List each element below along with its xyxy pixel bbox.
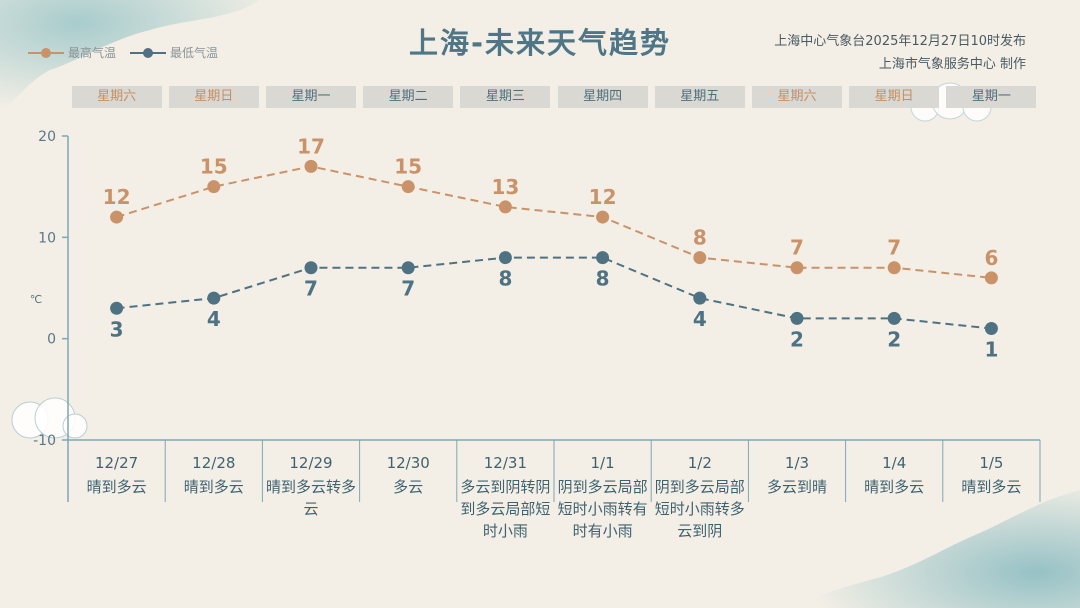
data-label-high: 7 xyxy=(790,236,804,260)
day-column-label: 1/4 晴到多云 xyxy=(848,452,940,498)
data-point-high xyxy=(790,261,804,275)
data-label-low: 2 xyxy=(790,327,804,351)
weekday-label: 星期六 xyxy=(71,86,162,108)
date-label: 1/2 xyxy=(687,454,712,472)
y-tick-label: -10 xyxy=(33,433,56,449)
date-label: 1/5 xyxy=(979,454,1004,472)
day-column-label: 1/1 阴到多云局部短时小雨转有时有小雨 xyxy=(557,452,649,542)
weather-description: 多云到阴转阴到多云局部短时小雨 xyxy=(460,478,551,540)
data-label-low: 7 xyxy=(401,277,415,301)
day-column-label: 1/2 阴到多云局部短时小雨转多云到阴 xyxy=(654,452,746,542)
day-column-label: 12/27 晴到多云 xyxy=(71,452,163,498)
y-tick-label: 0 xyxy=(47,332,56,348)
low-legend-marker xyxy=(130,47,167,58)
series-line-low xyxy=(116,256,992,330)
data-point-high xyxy=(304,159,318,173)
weekday-label: 星期四 xyxy=(557,86,648,108)
date-label: 12/30 xyxy=(386,454,430,472)
day-column-label: 12/30 多云 xyxy=(362,452,454,498)
data-label-low: 4 xyxy=(207,307,221,331)
weekday-label: 星期一 xyxy=(266,86,356,108)
data-point-high xyxy=(596,210,610,224)
data-point-low xyxy=(984,322,998,336)
weekday-label: 星期一 xyxy=(946,86,1037,108)
data-label-low: 7 xyxy=(304,277,318,301)
data-point-low xyxy=(304,261,318,275)
source-info: 上海中心气象台2025年12月27日10时发布 上海市气象服务中心 制作 xyxy=(774,30,1026,76)
data-point-low xyxy=(498,251,512,265)
y-tick-label: 20 xyxy=(38,129,56,145)
legend: 最高气温 最低气温 xyxy=(28,44,232,61)
data-label-high: 13 xyxy=(491,175,519,199)
data-label-low: 8 xyxy=(498,267,512,291)
data-point-low xyxy=(887,311,901,325)
weather-description: 晴到多云 xyxy=(864,478,925,496)
weather-description: 多云到晴 xyxy=(766,478,827,496)
data-label-low: 8 xyxy=(596,267,610,291)
date-label: 12/29 xyxy=(289,454,333,472)
data-label-low: 1 xyxy=(984,338,998,362)
weekday-label: 星期日 xyxy=(168,86,259,108)
data-label-high: 17 xyxy=(297,134,325,158)
data-point-high xyxy=(887,261,901,275)
date-label: 12/27 xyxy=(94,454,139,472)
data-point-low xyxy=(693,291,707,305)
data-point-high xyxy=(110,210,124,224)
weekday-label: 星期三 xyxy=(460,86,551,108)
weekday-label: 星期二 xyxy=(363,86,454,108)
day-column-label: 12/29 晴到多云转多云 xyxy=(265,452,357,520)
weather-description: 晴到多云 xyxy=(183,478,244,496)
data-point-high xyxy=(693,251,707,265)
weekday-label: 星期六 xyxy=(752,86,842,108)
chart-title: 上海-未来天气趋势 xyxy=(408,26,672,60)
day-column-label: 12/31 多云到阴转阴到多云局部短时小雨 xyxy=(459,452,551,542)
data-point-low xyxy=(401,261,415,275)
data-label-high: 15 xyxy=(200,155,228,179)
legend-item-low: 最低气温 xyxy=(130,44,218,61)
date-label: 12/31 xyxy=(483,454,527,472)
date-label: 1/3 xyxy=(784,454,810,472)
data-point-low xyxy=(110,301,124,315)
legend-label-low: 最低气温 xyxy=(170,46,219,60)
date-label: 1/1 xyxy=(590,454,615,472)
issue-notice: 上海中心气象台2025年12月27日10时发布 xyxy=(774,34,1026,49)
weather-description: 晴到多云 xyxy=(961,478,1022,496)
date-label: 12/28 xyxy=(192,454,236,472)
data-label-high: 12 xyxy=(589,185,617,209)
data-label-high: 8 xyxy=(693,226,707,250)
data-point-high xyxy=(984,271,998,285)
data-point-low xyxy=(790,311,804,325)
data-point-low xyxy=(207,291,221,305)
legend-item-high: 最高气温 xyxy=(28,44,116,61)
day-column-label: 12/28 晴到多云 xyxy=(168,452,260,498)
y-tick-label: 10 xyxy=(38,230,56,246)
weather-description: 晴到多云 xyxy=(86,478,147,496)
data-label-high: 12 xyxy=(103,185,131,209)
producer-credit: 上海市气象服务中心 制作 xyxy=(878,57,1026,72)
weekday-label: 星期日 xyxy=(849,86,940,108)
high-legend-marker xyxy=(28,47,64,58)
weather-description: 阴到多云局部短时小雨转多云到阴 xyxy=(654,478,745,540)
data-label-high: 6 xyxy=(984,246,998,270)
data-label-high: 7 xyxy=(887,236,901,260)
data-point-high xyxy=(498,200,512,214)
y-axis-unit: ℃ xyxy=(30,293,42,306)
data-label-low: 4 xyxy=(693,307,707,331)
data-label-low: 3 xyxy=(110,317,124,341)
data-point-high xyxy=(401,180,415,194)
weather-description: 多云 xyxy=(393,478,424,496)
data-label-low: 2 xyxy=(887,327,901,351)
day-column-label: 1/5 晴到多云 xyxy=(945,452,1037,498)
series-line-high xyxy=(116,165,992,279)
weather-description: 阴到多云局部短时小雨转有时有小雨 xyxy=(557,478,648,540)
day-column-label: 1/3 多云到晴 xyxy=(751,452,843,498)
weather-description: 晴到多云转多云 xyxy=(265,478,356,518)
date-label: 1/4 xyxy=(882,454,907,472)
weekday-label: 星期五 xyxy=(654,86,745,108)
data-point-low xyxy=(596,251,610,265)
legend-label-high: 最高气温 xyxy=(68,46,117,60)
data-point-high xyxy=(207,180,221,194)
data-label-high: 15 xyxy=(394,155,422,179)
